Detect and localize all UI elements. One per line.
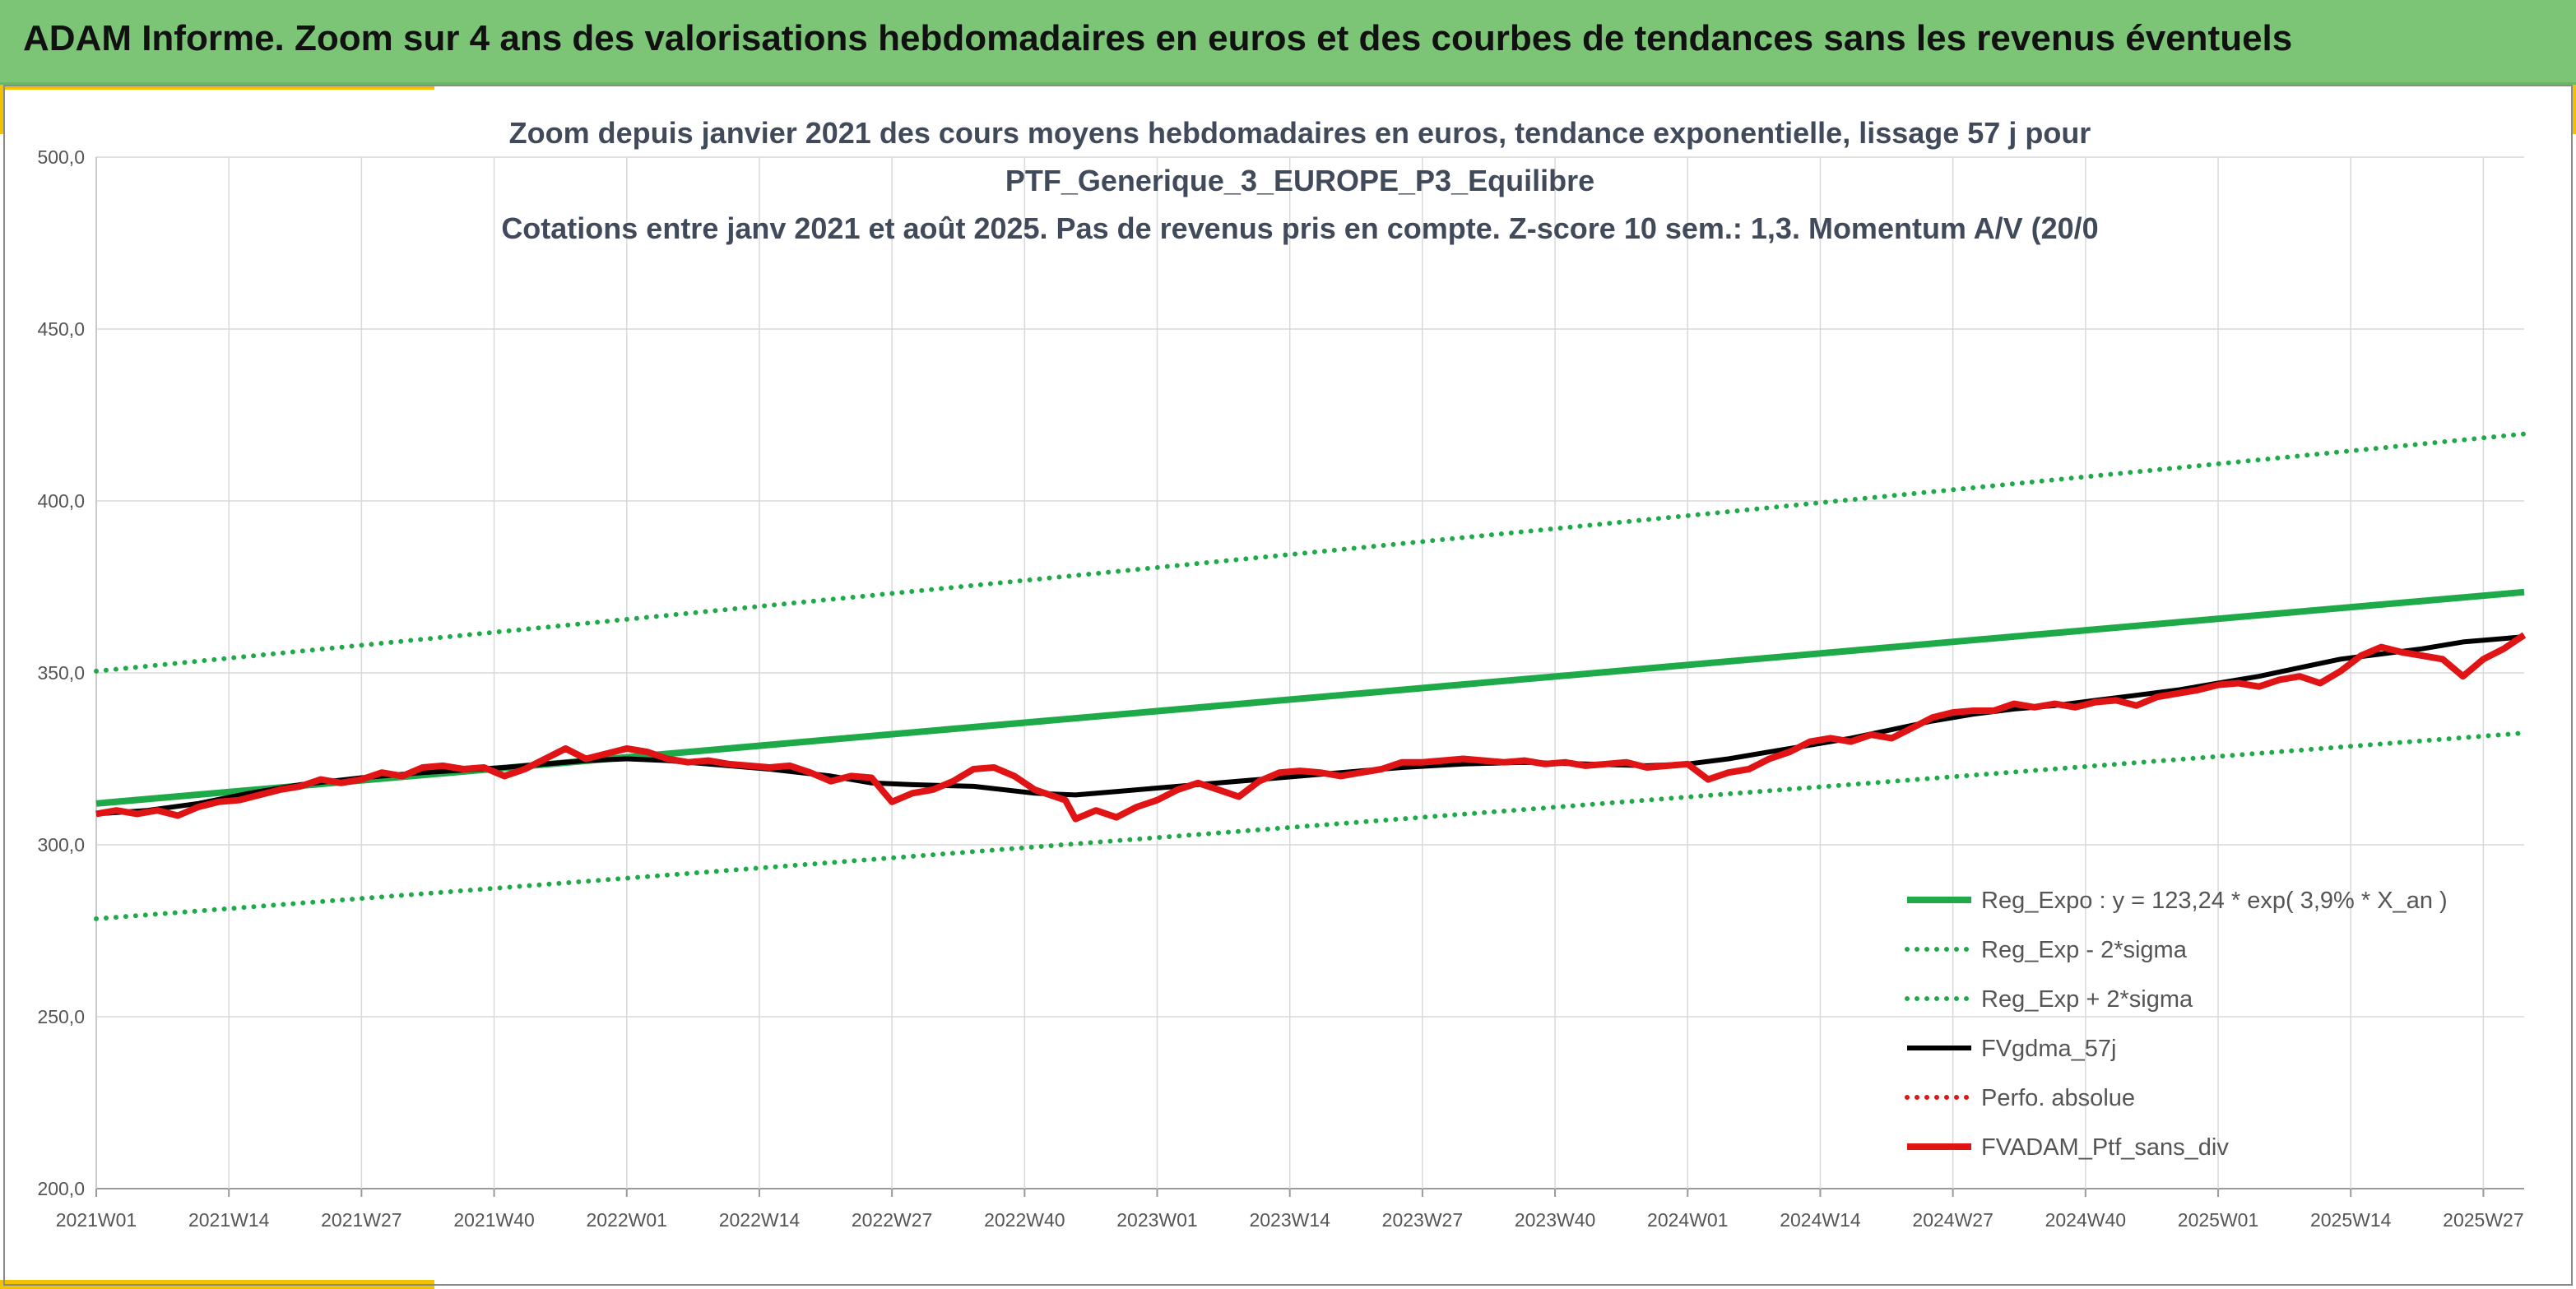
- y-tick-label: 200,0: [37, 1178, 85, 1199]
- y-tick-label: 250,0: [37, 1006, 85, 1027]
- header-banner: ADAM Informe. Zoom sur 4 ans des valoris…: [0, 0, 2576, 85]
- x-tick-label: 2023W14: [1249, 1209, 1330, 1231]
- chart-frame: [3, 85, 2573, 1286]
- x-tick-label: 2021W14: [188, 1209, 270, 1231]
- x-tick-label: 2025W01: [2178, 1209, 2258, 1231]
- x-tick-label: 2024W27: [1912, 1209, 1993, 1231]
- series-line-1: [94, 730, 2527, 921]
- legend-label-3: FVgdma_57j: [1981, 1036, 2116, 1062]
- series-line-2: [94, 431, 2527, 674]
- series-line-3: [95, 634, 2525, 817]
- legend-label-0: Reg_Expo : y = 123,24 * exp( 3,9% * X_an…: [1981, 888, 2448, 914]
- x-tick-label: 2021W27: [321, 1209, 401, 1231]
- y-tick-label: 400,0: [37, 490, 85, 512]
- chart-title-line-2: PTF_Generique_3_EUROPE_P3_Equilibre: [1005, 164, 1594, 197]
- accent-bar-left: [0, 85, 5, 134]
- x-tick-label: 2025W27: [2443, 1209, 2523, 1231]
- accent-bar-top-left: [0, 85, 434, 90]
- y-tick-label: 300,0: [37, 834, 85, 855]
- x-tick-label: 2022W14: [719, 1209, 801, 1231]
- x-tick-label: 2022W27: [852, 1209, 932, 1231]
- y-tick-label: 350,0: [37, 662, 85, 684]
- legend-label-4: Perfo. absolue: [1981, 1085, 2135, 1111]
- x-tick-label: 2024W40: [2045, 1209, 2126, 1231]
- x-tick-label: 2023W40: [1515, 1209, 1595, 1231]
- accent-bar-right: [2571, 85, 2576, 134]
- x-tick-label: 2023W01: [1116, 1209, 1197, 1231]
- x-axis-ticks: 2021W01 2021W14 2021W27 2021W40 2022W01 2022W…: [56, 1209, 2524, 1231]
- legend-label-2: Reg_Exp + 2*sigma: [1981, 986, 2193, 1013]
- y-tick-label: 450,0: [37, 318, 85, 340]
- x-tick-label: 2022W01: [587, 1209, 667, 1231]
- x-tick-label: 2024W14: [1780, 1209, 1861, 1231]
- x-tick-label: 2021W40: [453, 1209, 534, 1231]
- x-tick-label: 2021W01: [56, 1209, 137, 1231]
- x-tick-label: 2022W40: [984, 1209, 1065, 1231]
- series-line-5: [95, 632, 2527, 823]
- banner-title: ADAM Informe. Zoom sur 4 ans des valoris…: [23, 18, 2293, 58]
- x-tick-label: 2024W01: [1647, 1209, 1728, 1231]
- chart-title-line-3: Cotations entre janv 2021 et août 2025. …: [501, 211, 2098, 245]
- legend-label-1: Reg_Exp - 2*sigma: [1981, 937, 2188, 963]
- y-axis-ticks: 500,0 450,0 400,0 350,0 300,0 250,0 200,0: [37, 146, 85, 1199]
- grid-lines: [95, 156, 2524, 1197]
- chart-title: Zoom depuis janvier 2021 des cours moyen…: [501, 116, 2098, 245]
- chart-title-line-1: Zoom depuis janvier 2021 des cours moyen…: [509, 116, 2091, 150]
- series: [94, 431, 2527, 921]
- x-tick-label: 2023W27: [1382, 1209, 1463, 1231]
- legend-label-5: FVADAM_Ptf_sans_div: [1981, 1134, 2229, 1161]
- x-tick-label: 2025W14: [2310, 1209, 2392, 1231]
- y-tick-label: 500,0: [37, 146, 85, 168]
- legend: Reg_Expo : y = 123,24 * exp( 3,9% * X_an…: [1905, 888, 2448, 1161]
